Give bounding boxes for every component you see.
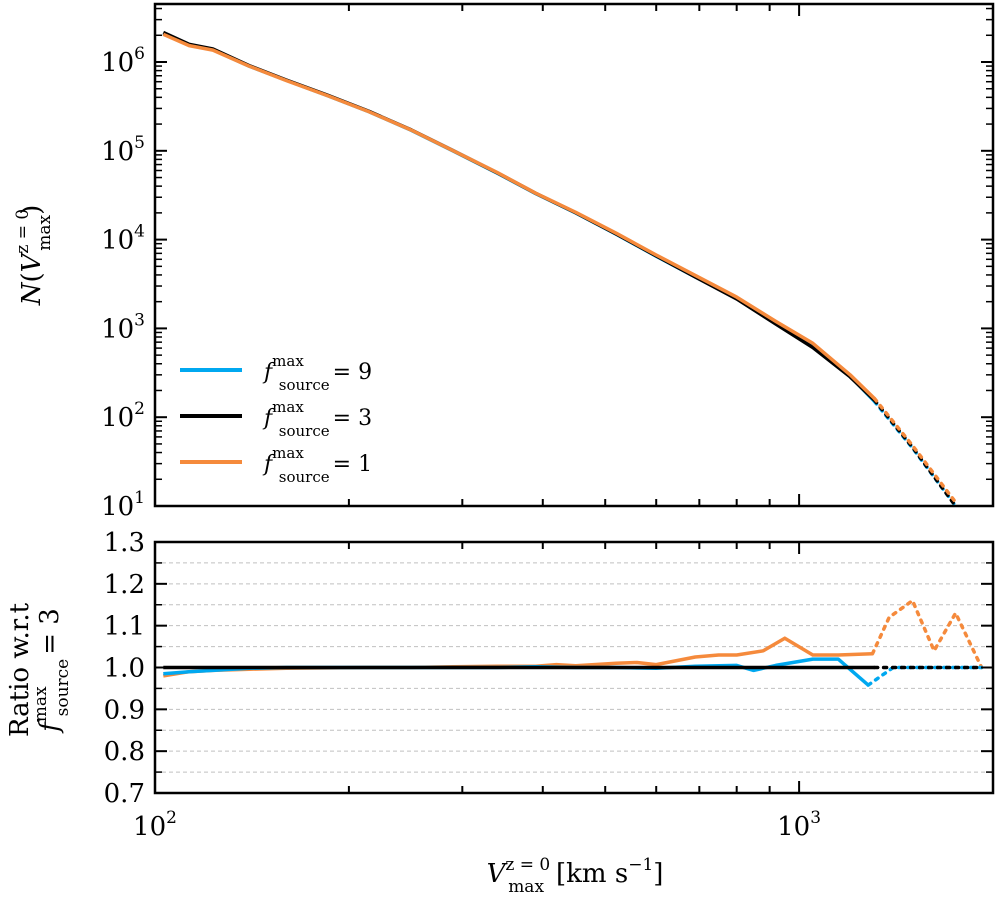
top-series-extrapolation-2 — [872, 396, 958, 505]
y-tick-label: 105 — [101, 133, 145, 167]
legend-label-0: fmax source = 9 — [262, 352, 372, 394]
xlabel-sub: max — [508, 877, 544, 897]
xlabel-unit-sup: −1 — [628, 855, 653, 875]
top-series-line-0 — [162, 31, 876, 403]
ratio-series-line-0 — [163, 657, 870, 687]
ratio-y-tick-label: 1.0 — [104, 654, 145, 684]
xlabel-sup: z = 0 — [505, 855, 550, 875]
y-tick-label: 101 — [101, 488, 145, 522]
xlabel-var: V — [487, 859, 508, 889]
top-ylabel-sup: z = 0 — [13, 209, 33, 254]
y-tick-label: 102 — [101, 399, 145, 433]
y-tick-label: 103 — [101, 310, 145, 344]
y-tick-label: 104 — [101, 222, 145, 256]
top-ylabel-var: V — [17, 251, 47, 272]
ratio-y-tick-label: 0.9 — [104, 695, 145, 725]
ratio-y-tick-label: 1.2 — [104, 570, 145, 600]
ratio-y-tick-label: 0.8 — [104, 737, 145, 767]
bottom-y-axis-title-line2: fmax source= 3 — [31, 608, 73, 734]
ratio-y-tick-label: 1.1 — [104, 612, 145, 642]
x-tick-label: 102 — [133, 808, 177, 842]
top-panel-series — [162, 30, 958, 506]
x-tick-label: 103 — [777, 808, 821, 842]
top-ylabel-sub: max — [35, 214, 55, 250]
ratio-series-line-2 — [163, 636, 873, 678]
bottom-ylabel-sub: source — [53, 659, 73, 717]
top-series-line-1 — [162, 30, 876, 402]
y-tick-label: 106 — [101, 44, 145, 78]
bottom-panel-series — [163, 598, 984, 687]
x-axis-title: Vz = 0 max [km s−1] — [487, 855, 664, 897]
ratio-y-tick-label: 0.7 — [104, 779, 145, 809]
legend-label-2: fmax source = 1 — [262, 444, 372, 486]
bottom-panel-ticks: 0.7 0.8 0.9 1.0 1.1 1.2 1.3 102 103 — [104, 528, 994, 842]
xlabel-unit: [km s — [556, 859, 628, 889]
bottom-ylabel-sup: max — [31, 686, 51, 722]
bottom-panel-frame — [153, 540, 995, 795]
top-panel-ticks: 101 102 103 104 105 106 — [101, 4, 994, 522]
top-y-axis-title: N(Vz = 0 max) — [13, 205, 55, 307]
top-series-line-2 — [162, 32, 876, 400]
ratio-series-extrapolation-2 — [870, 598, 984, 670]
bottom-y-axis-title-line1: Ratio w.r.t — [5, 602, 35, 737]
bottom-ylabel-eq: = 3 — [35, 608, 65, 655]
legend-label-1: fmax source = 3 — [262, 398, 372, 440]
ratio-series-extrapolation-0 — [866, 665, 984, 687]
top-panel-frame — [153, 2, 995, 508]
top-ylabel-lead: N — [17, 281, 47, 306]
xlabel-unit-end: ] — [653, 859, 663, 889]
ratio-y-tick-label: 1.3 — [104, 528, 145, 558]
